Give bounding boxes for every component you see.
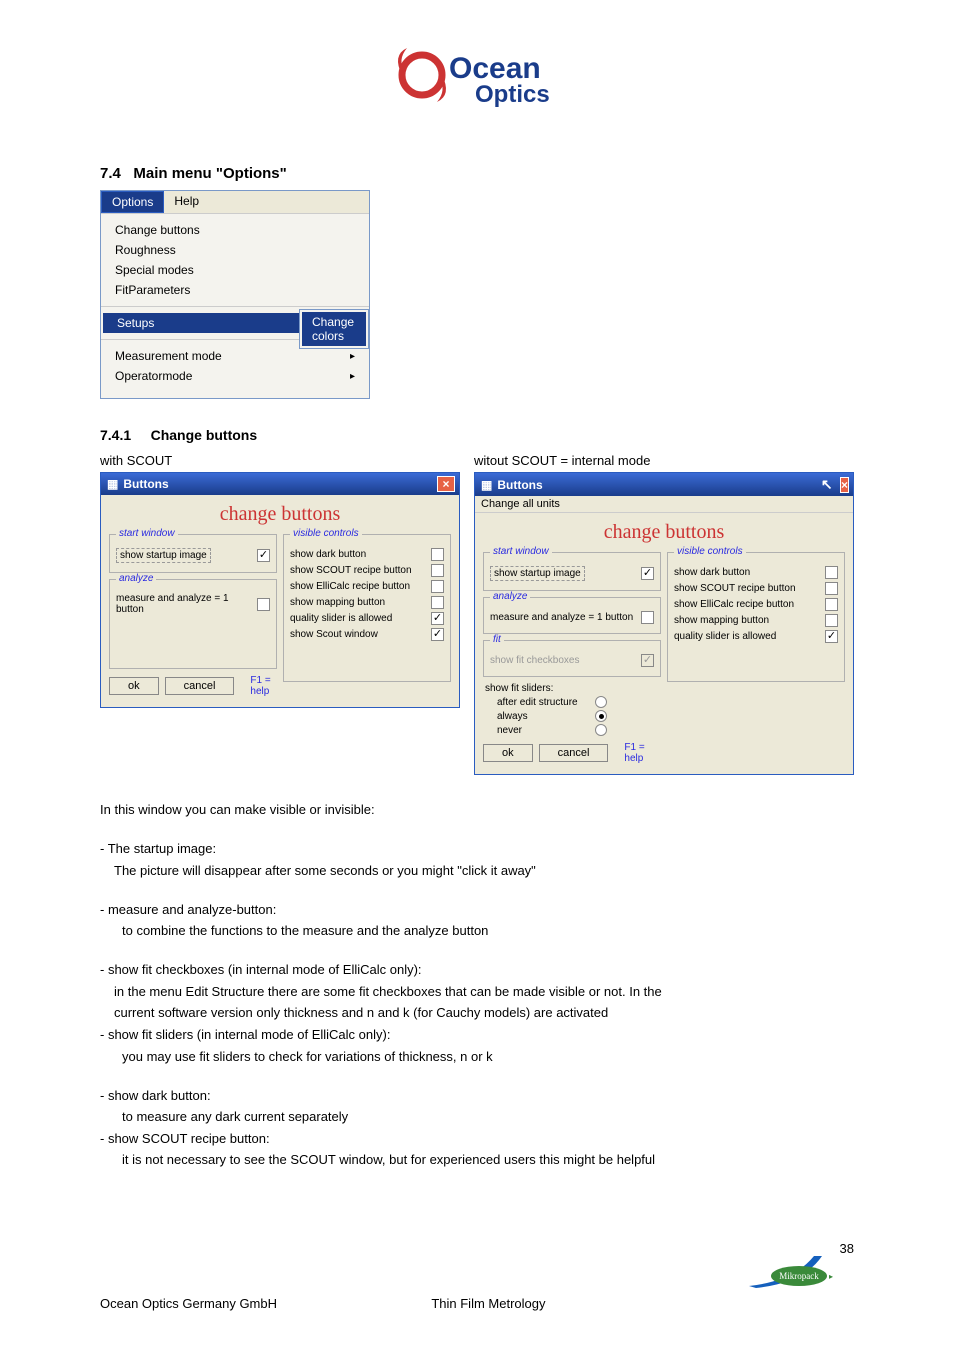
menu-item-measurement-mode[interactable]: Measurement mode ▸ — [101, 346, 369, 366]
group-analyze: analyze measure and analyze = 1 button — [109, 579, 277, 669]
chevron-right-icon: ▸ — [350, 371, 355, 382]
help-hint: F1 = help — [250, 675, 277, 697]
footer-center: Thin Film Metrology — [431, 1296, 545, 1311]
label-mapping: show mapping button — [674, 615, 769, 626]
label-scout-window: show Scout window — [290, 629, 378, 640]
close-icon[interactable]: × — [840, 477, 849, 493]
label-fit-checkboxes: show fit checkboxes — [490, 655, 580, 666]
chk-ellicalc-recipe[interactable] — [431, 580, 444, 593]
buttons-dialog-left: ▦ Buttons × change buttons start window … — [100, 472, 460, 708]
chk-mapping[interactable] — [431, 596, 444, 609]
group-fit: fit show fit checkboxes ✓ — [483, 640, 661, 677]
chk-quality[interactable]: ✓ — [431, 612, 444, 625]
label-scout-recipe: show SCOUT recipe button — [674, 583, 796, 594]
chk-show-startup[interactable]: ✓ — [641, 567, 654, 580]
chevron-right-icon: ▸ — [350, 351, 355, 362]
menu-change-all-units[interactable]: Change all units — [475, 496, 853, 513]
menu-item-change-buttons[interactable]: Change buttons — [101, 220, 369, 240]
footer-left: Ocean Optics Germany GmbH — [100, 1296, 277, 1311]
app-icon: ▦ — [481, 478, 492, 492]
svg-text:▸: ▸ — [829, 1272, 833, 1281]
chk-show-dark[interactable] — [431, 548, 444, 561]
col-label-left: with SCOUT — [100, 453, 464, 468]
label-fit-sliders-header: show fit sliders: — [485, 683, 661, 694]
radio-never[interactable] — [595, 724, 607, 736]
label-show-dark: show dark button — [290, 549, 366, 560]
company-logo: Ocean Optics — [100, 40, 854, 125]
label-radio-always: always — [497, 711, 587, 722]
chk-quality[interactable]: ✓ — [825, 630, 838, 643]
group-visible-controls: visible controls show dark button show S… — [283, 534, 451, 682]
chk-scout-window[interactable]: ✓ — [431, 628, 444, 641]
group-start-window: start window show startup image ✓ — [483, 552, 661, 591]
section-heading: 7.4 Main menu "Options" — [100, 165, 854, 182]
chk-measure-analyze[interactable] — [257, 598, 270, 611]
label-show-dark: show dark button — [674, 567, 750, 578]
label-measure-analyze: measure and analyze = 1 button — [116, 593, 257, 615]
chk-measure-analyze[interactable] — [641, 611, 654, 624]
menu-item-operatormode[interactable]: Operatormode ▸ — [101, 366, 369, 386]
chk-scout-recipe[interactable] — [431, 564, 444, 577]
label-measure-analyze: measure and analyze = 1 button — [490, 612, 633, 623]
cursor-icon: ↖ — [821, 476, 833, 492]
cancel-button[interactable]: cancel — [165, 677, 235, 695]
buttons-dialog-right: ▦ Buttons ↖ × Change all units change bu… — [474, 472, 854, 775]
menu-tab-help[interactable]: Help — [164, 191, 209, 213]
label-show-startup: show startup image — [116, 548, 211, 563]
ok-button[interactable]: ok — [109, 677, 159, 695]
mikropack-logo: Mikropack ▸ — [744, 1251, 854, 1296]
app-icon: ▦ — [107, 477, 118, 491]
dialog-heading: change buttons — [109, 503, 451, 526]
group-start-window: start window show startup image ✓ — [109, 534, 277, 573]
col-label-right: witout SCOUT = internal mode — [474, 453, 854, 468]
help-hint: F1 = help — [624, 742, 661, 764]
menu-item-roughness[interactable]: Roughness — [101, 240, 369, 260]
svg-text:Mikropack: Mikropack — [779, 1271, 819, 1281]
menu-item-fitparameters[interactable]: FitParameters — [101, 280, 369, 300]
menu-item-special-modes[interactable]: Special modes — [101, 260, 369, 280]
close-icon[interactable]: × — [437, 476, 455, 492]
chk-show-startup[interactable]: ✓ — [257, 549, 270, 562]
dialog-heading: change buttons — [483, 521, 845, 544]
options-menu: Options Help Change buttons Roughness Sp… — [100, 190, 370, 399]
group-analyze: analyze measure and analyze = 1 button — [483, 597, 661, 634]
radio-after-edit[interactable] — [595, 696, 607, 708]
label-scout-recipe: show SCOUT recipe button — [290, 565, 412, 576]
label-quality: quality slider is allowed — [290, 613, 392, 624]
chk-show-dark[interactable] — [825, 566, 838, 579]
chk-mapping[interactable] — [825, 614, 838, 627]
page-footer: Ocean Optics Germany GmbH Thin Film Metr… — [100, 1296, 854, 1311]
window-title: ▦ Buttons — [107, 477, 169, 491]
label-mapping: show mapping button — [290, 597, 385, 608]
chk-scout-recipe[interactable] — [825, 582, 838, 595]
label-radio-after-edit: after edit structure — [497, 697, 587, 708]
body-text: In this window you can make visible or i… — [100, 801, 854, 1169]
label-ellicalc-recipe: show ElliCalc recipe button — [674, 599, 794, 610]
radio-always[interactable] — [595, 710, 607, 722]
ok-button[interactable]: ok — [483, 744, 533, 762]
window-title: ▦ Buttons — [481, 478, 543, 492]
group-visible-controls: visible controls show dark button show S… — [667, 552, 845, 682]
chk-fit-checkboxes[interactable]: ✓ — [641, 654, 654, 667]
menu-tab-options[interactable]: Options — [101, 191, 164, 213]
menu-item-change-colors[interactable]: Change colors — [302, 312, 366, 346]
logo-text-bottom: Optics — [475, 81, 550, 108]
cancel-button[interactable]: cancel — [539, 744, 609, 762]
label-radio-never: never — [497, 725, 587, 736]
label-show-startup: show startup image — [490, 566, 585, 581]
label-ellicalc-recipe: show ElliCalc recipe button — [290, 581, 410, 592]
chk-ellicalc-recipe[interactable] — [825, 598, 838, 611]
subsection-heading: 7.4.1 Change buttons — [100, 427, 854, 443]
label-quality: quality slider is allowed — [674, 631, 776, 642]
